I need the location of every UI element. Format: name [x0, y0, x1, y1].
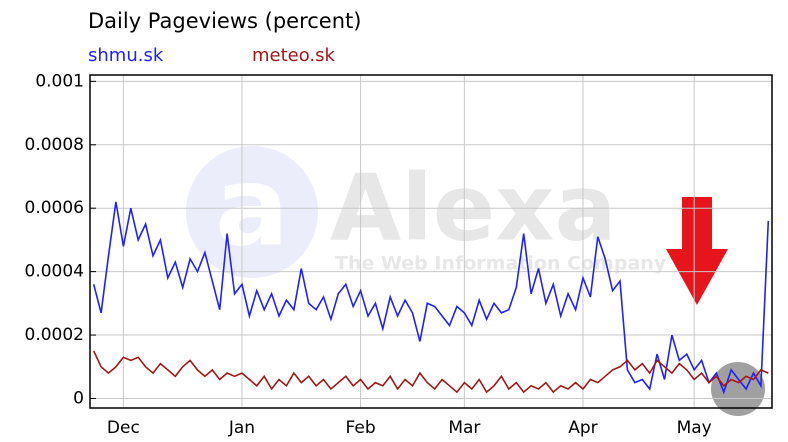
legend-entry: meteo.sk [252, 45, 336, 66]
y-tick-label: 0.0008 [25, 135, 84, 155]
y-tick-label: 0.0004 [25, 262, 84, 282]
x-tick-label: Mar [448, 418, 480, 438]
watermark-tagline: The Web Information Company [335, 253, 667, 275]
y-tick-label: 0.0002 [25, 325, 84, 345]
x-tick-label: Feb [346, 418, 376, 438]
watermark-at: a [215, 142, 289, 270]
x-tick-label: Dec [107, 418, 140, 438]
x-tick-label: Apr [568, 418, 597, 438]
y-tick-label: 0.0006 [25, 198, 84, 218]
y-tick-label: 0.001 [35, 71, 84, 91]
x-tick-label: Jan [228, 418, 255, 438]
overlay-button [711, 362, 765, 416]
series-line [92, 201, 770, 395]
y-tick-label: 0 [73, 388, 84, 408]
chart-title: Daily Pageviews (percent) [88, 9, 361, 33]
watermark-circle [186, 146, 318, 278]
x-tick-label: May [677, 418, 712, 438]
series-line [92, 350, 769, 394]
legend-entry: shmu.sk [88, 45, 164, 66]
arrow [666, 197, 728, 305]
plot-frame [89, 74, 773, 409]
